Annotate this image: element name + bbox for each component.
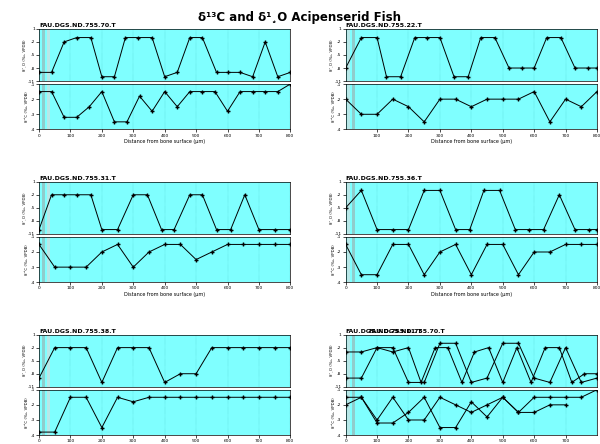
Y-axis label: δ¹¸O (‰, VPDB): δ¹¸O (‰, VPDB): [22, 192, 26, 224]
Y-axis label: δ¹¸O (‰, VPDB): δ¹¸O (‰, VPDB): [329, 345, 333, 377]
Y-axis label: δ¹³C (‰, VPDB): δ¹³C (‰, VPDB): [332, 397, 336, 428]
Text: FAU.DGS.ND.755.70.T: FAU.DGS.ND.755.70.T: [368, 329, 445, 333]
Y-axis label: δ¹³C (‰, VPDB): δ¹³C (‰, VPDB): [332, 91, 336, 122]
Y-axis label: δ¹³C (‰, VPDB): δ¹³C (‰, VPDB): [25, 244, 29, 275]
X-axis label: Distance from bone surface (μm): Distance from bone surface (μm): [124, 292, 205, 297]
X-axis label: Distance from bone surface (μm): Distance from bone surface (μm): [431, 139, 512, 144]
Y-axis label: δ¹³C (‰, VPDB): δ¹³C (‰, VPDB): [25, 91, 29, 122]
Text: FAU.DGS.ND.755.22.T: FAU.DGS.ND.755.22.T: [346, 23, 422, 28]
Text: FAU.DGS.ND.755.31.T: FAU.DGS.ND.755.31.T: [39, 176, 116, 181]
Y-axis label: δ¹¸O (‰, VPDB): δ¹¸O (‰, VPDB): [329, 39, 333, 71]
Y-axis label: δ¹¸O (‰, VPDB): δ¹¸O (‰, VPDB): [329, 192, 333, 224]
Text: FAU.DGS.ND.755.38.T: FAU.DGS.ND.755.38.T: [39, 329, 116, 333]
Text: FAU.DGS.ND.755.36.T: FAU.DGS.ND.755.36.T: [346, 176, 422, 181]
Y-axis label: δ¹³C (‰, VPDB): δ¹³C (‰, VPDB): [332, 244, 336, 275]
X-axis label: Distance from bone surface (μm): Distance from bone surface (μm): [431, 292, 512, 297]
Text: δ¹³C and δ¹¸O Acipenserid Fish: δ¹³C and δ¹¸O Acipenserid Fish: [199, 11, 401, 24]
Y-axis label: δ¹³C (‰, VPDB): δ¹³C (‰, VPDB): [25, 397, 29, 428]
Y-axis label: δ¹¸O (‰, VPDB): δ¹¸O (‰, VPDB): [22, 345, 26, 377]
X-axis label: Distance from bone surface (μm): Distance from bone surface (μm): [124, 139, 205, 144]
Y-axis label: δ¹¸O (‰, VPDB): δ¹¸O (‰, VPDB): [22, 39, 26, 71]
Text: FAU.DGS.ND.755.70.T: FAU.DGS.ND.755.70.T: [39, 23, 116, 28]
Text: FAU.DGS.ND.755.11.T: FAU.DGS.ND.755.11.T: [346, 329, 422, 333]
